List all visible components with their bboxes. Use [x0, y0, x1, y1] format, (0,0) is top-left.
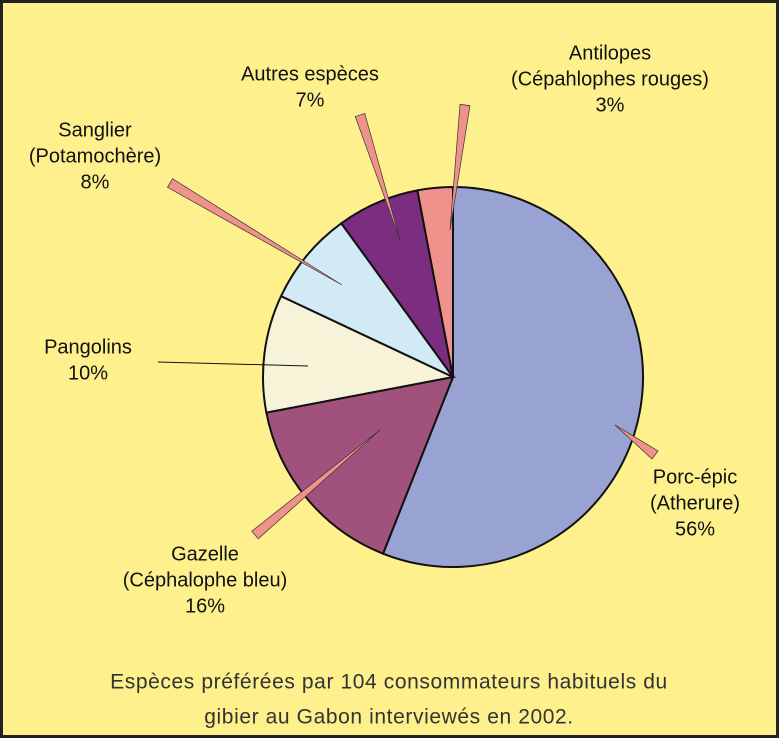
slice-value-label: 8% — [81, 171, 110, 193]
slice-label: (Atherure) — [650, 492, 740, 514]
pie-slice — [265, 375, 455, 555]
slice-value-label: 3% — [596, 94, 625, 116]
leader-pointer — [614, 424, 659, 460]
leader-pointer — [251, 429, 381, 540]
pie-slice — [262, 294, 457, 414]
slice-value-label: 10% — [68, 362, 108, 384]
pie-slice — [381, 185, 644, 568]
slice-label: Autres espèces — [241, 63, 379, 85]
slice-label: (Cépahlophes rouges) — [511, 68, 709, 90]
slice-value-label: 56% — [675, 518, 715, 540]
slice-label: Gazelle — [171, 543, 239, 565]
caption: Espèces préférées par 104 consommateurs … — [110, 671, 668, 694]
slice-label: (Céphalophe bleu) — [123, 569, 288, 591]
slice-label: Porc-épic — [653, 466, 737, 488]
leader-pointer — [449, 104, 471, 231]
pie-slice — [279, 221, 454, 378]
pie-slice — [416, 185, 454, 378]
caption: gibier au Gabon interviewés en 2002. — [204, 706, 574, 729]
slice-value-label: 7% — [296, 89, 325, 111]
slice-label: Sanglier — [58, 119, 132, 141]
slice-label: Antilopes — [569, 42, 651, 64]
slice-label: Pangolins — [44, 336, 132, 358]
leader-pointer — [166, 178, 343, 286]
slice-value-label: 16% — [185, 595, 225, 617]
leader-line — [157, 361, 309, 367]
leader-pointer — [354, 113, 401, 241]
slice-label: (Potamochère) — [29, 145, 161, 167]
